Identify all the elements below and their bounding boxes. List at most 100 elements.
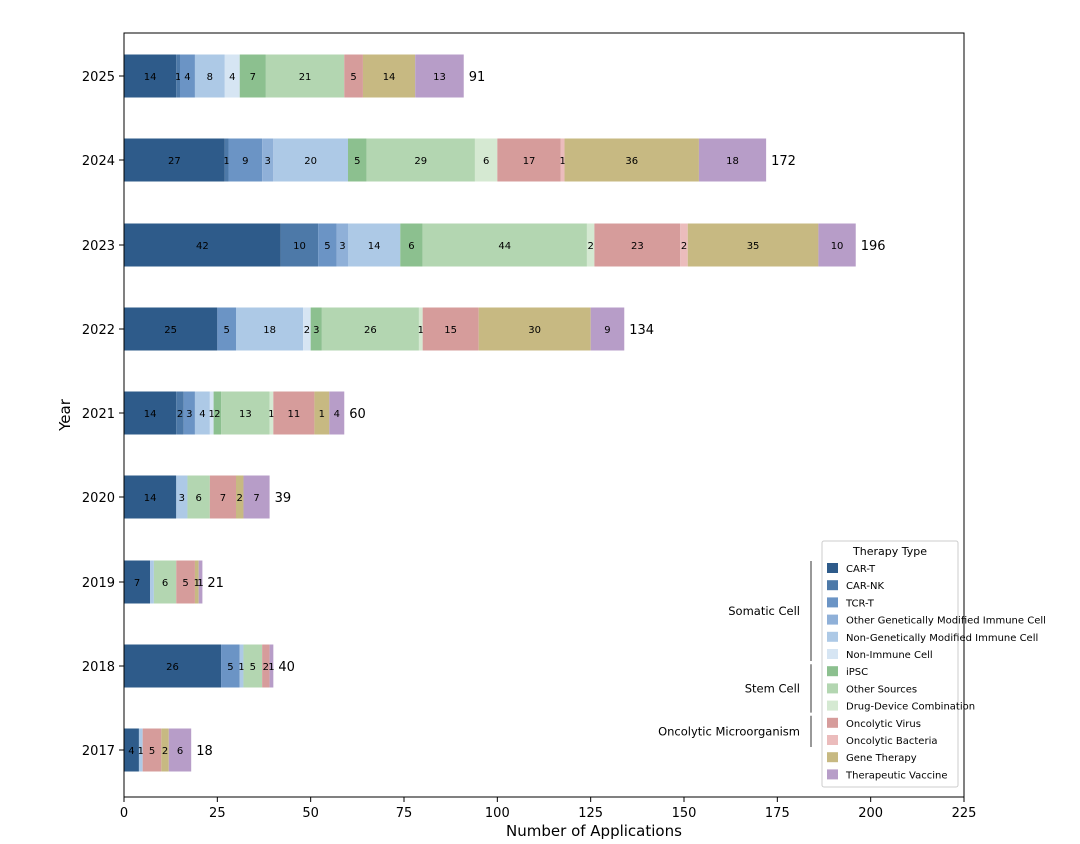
legend-swatch	[827, 683, 838, 694]
bar-total-label: 134	[629, 323, 654, 338]
bar-total-label: 60	[349, 407, 366, 422]
bar-segment	[176, 475, 188, 519]
bar-segment-label: 25	[164, 325, 177, 336]
y-tick-label: 2022	[82, 323, 115, 338]
legend-swatch	[827, 649, 838, 659]
bar-segment-label: 1	[268, 662, 274, 673]
bar-segment-label: 3	[186, 409, 192, 420]
x-tick-label: 200	[858, 806, 883, 821]
bar-segment-label: 1	[319, 409, 325, 420]
bar-segment-label: 4	[128, 746, 134, 757]
bar-total-label: 196	[861, 239, 886, 254]
bar-segment	[273, 391, 315, 435]
legend-swatch	[827, 563, 838, 573]
bar-segment-label: 21	[299, 72, 312, 83]
x-tick-label: 25	[209, 806, 226, 821]
bar-segment	[138, 728, 143, 772]
bar-segment	[209, 475, 236, 519]
legend-entry-label: Non-Immune Cell	[846, 650, 933, 661]
legend-entry-label: iPSC	[846, 667, 868, 678]
x-tick-label: 75	[396, 806, 413, 821]
bar-segment	[124, 560, 151, 604]
y-tick-label: 2024	[82, 154, 115, 169]
bar-segment	[269, 644, 274, 688]
bar-segment	[269, 391, 274, 435]
bar-segment	[400, 223, 423, 267]
legend-swatch	[827, 580, 838, 591]
bar-segment	[344, 54, 363, 98]
bar-segment	[209, 391, 214, 435]
x-tick-label: 150	[672, 806, 697, 821]
legend-entry-label: Other Genetically Modified Immune Cell	[846, 616, 1046, 627]
bar-segment-label: 14	[144, 409, 157, 420]
bar-segment-label: 4	[184, 72, 190, 83]
bar-segment	[362, 54, 416, 98]
legend-entry-label: Drug-Device Combination	[846, 702, 975, 713]
bar-segment	[194, 560, 199, 604]
bar-segment-label: 17	[523, 156, 536, 167]
bar-segment-label: 7	[134, 578, 140, 589]
bar-segment	[680, 223, 688, 267]
y-tick-label: 2021	[82, 407, 115, 422]
bar-segment	[161, 728, 169, 772]
bar-segment-label: 7	[250, 72, 256, 83]
bar-segment-label: 26	[364, 325, 377, 336]
bar-segment-label: 20	[304, 156, 317, 167]
bar-segment-label: 5	[354, 156, 360, 167]
legend-entry-label: Oncolytic Virus	[846, 719, 921, 730]
bar-segment	[310, 307, 322, 351]
bar-segment	[224, 138, 229, 182]
bar-segment	[124, 223, 281, 267]
bar-segment-label: 1	[209, 409, 215, 420]
bar-segment-label: 1	[223, 156, 229, 167]
bar-segment	[176, 391, 184, 435]
bar-segment	[198, 560, 203, 604]
bar-segment-label: 2	[263, 662, 269, 673]
bar-segment-label: 6	[195, 493, 201, 504]
bar-segment	[124, 644, 222, 688]
bar-segment	[564, 138, 699, 182]
legend-entry-label: Oncolytic Bacteria	[846, 736, 937, 747]
bar-segment	[348, 223, 401, 267]
bar-segment	[180, 54, 195, 98]
bar-segment-label: 1	[268, 409, 274, 420]
bar-segment	[560, 138, 565, 182]
bar-segment	[415, 54, 464, 98]
bar-segment	[213, 391, 222, 435]
bar-segment-label: 5	[324, 241, 330, 252]
bar-segment-label: 23	[631, 241, 644, 252]
legend-entry-label: Therapeutic Vaccine	[845, 770, 948, 781]
bar-segment	[124, 307, 218, 351]
bar-segment	[348, 138, 367, 182]
y-tick-label: 2018	[82, 660, 115, 675]
bar-segment-label: 15	[444, 325, 457, 336]
legend-entry-label: Other Sources	[846, 684, 917, 695]
bar-segment-label: 1	[418, 325, 424, 336]
bar-total-label: 91	[469, 70, 486, 85]
legend-entry-label: Non-Genetically Modified Immune Cell	[846, 633, 1038, 644]
bar-segment	[497, 138, 561, 182]
bar-segment-label: 6	[483, 156, 489, 167]
bar-segment	[418, 307, 423, 351]
bar-segment-label: 27	[168, 156, 181, 167]
bar-segment-label: 1	[559, 156, 565, 167]
bar-segment	[314, 391, 330, 435]
bar-total-label: 18	[196, 744, 213, 759]
bar-segment-label: 2	[162, 746, 168, 757]
bar-segment	[262, 138, 274, 182]
bar-segment-label: 18	[726, 156, 739, 167]
bar-segment-label: 3	[313, 325, 319, 336]
bar-segment	[124, 475, 177, 519]
bar-segment-label: 2	[304, 325, 310, 336]
x-tick-label: 225	[952, 806, 977, 821]
bar-segment-label: 5	[223, 325, 229, 336]
y-tick-label: 2019	[82, 576, 115, 591]
bar-segment-label: 13	[433, 72, 446, 83]
bar-segment-label: 2	[587, 241, 593, 252]
legend-entry-label: TCR-T	[845, 598, 875, 609]
bar-segment	[586, 223, 595, 267]
bar-segment-label: 2	[214, 409, 220, 420]
x-tick-label: 125	[578, 806, 603, 821]
y-axis-title: Year	[56, 398, 74, 432]
